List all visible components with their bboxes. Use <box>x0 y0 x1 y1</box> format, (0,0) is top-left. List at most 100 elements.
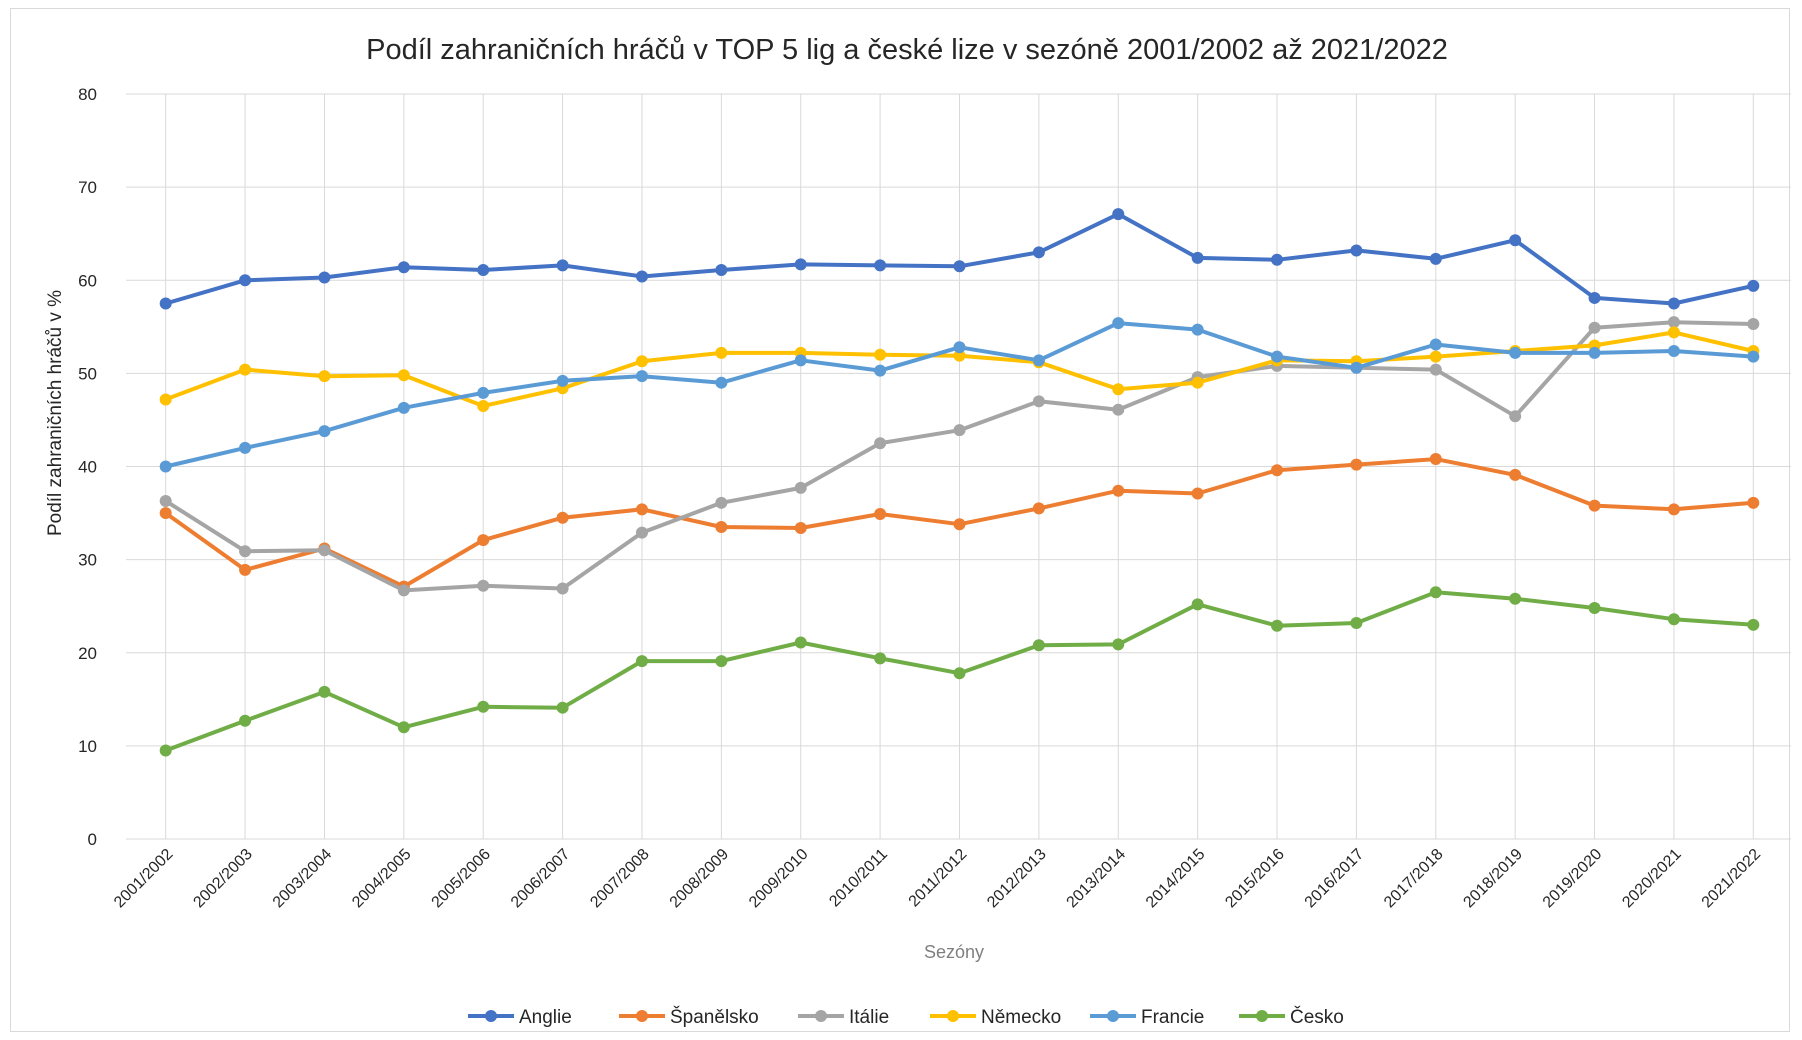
data-point <box>715 376 728 389</box>
data-point <box>556 701 569 714</box>
data-point <box>1747 279 1760 292</box>
x-tick-label: 2015/2016 <box>1222 846 1288 912</box>
data-point <box>159 393 172 406</box>
data-point <box>1271 253 1284 266</box>
data-point <box>1588 321 1601 334</box>
legend-item: Německo <box>930 1007 1061 1028</box>
data-point <box>874 259 887 272</box>
x-tick-label: 2001/2002 <box>111 846 177 912</box>
data-point <box>1112 383 1125 396</box>
data-point <box>1667 345 1680 358</box>
data-point <box>635 355 648 368</box>
data-point <box>239 274 252 287</box>
legend-item: Francie <box>1090 1007 1204 1028</box>
data-point <box>1747 350 1760 363</box>
data-point <box>953 260 966 273</box>
grid <box>126 93 1791 840</box>
data-point <box>318 544 331 557</box>
legend-swatch-marker <box>636 1010 648 1022</box>
x-tick-label: 2009/2010 <box>746 846 812 912</box>
y-tick-label: 60 <box>78 271 97 290</box>
data-point <box>953 667 966 680</box>
data-point <box>397 401 410 414</box>
x-tick-label: 2011/2012 <box>906 846 971 911</box>
data-point <box>874 364 887 377</box>
data-point <box>397 261 410 274</box>
data-point <box>477 386 490 399</box>
data-point <box>397 721 410 734</box>
data-point <box>1667 503 1680 516</box>
data-point <box>1112 317 1125 330</box>
data-point <box>1509 410 1522 423</box>
data-point <box>159 494 172 507</box>
series-lines <box>159 208 1760 757</box>
y-tick-label: 70 <box>78 178 97 197</box>
series-Česko <box>159 586 1760 757</box>
x-tick-label: 2016/2017 <box>1302 846 1368 912</box>
x-tick-label: 2004/2005 <box>349 846 415 912</box>
data-point <box>1429 586 1442 599</box>
legend-swatch-marker <box>815 1010 827 1022</box>
x-tick-label: 2010/2011 <box>826 846 891 911</box>
data-point <box>556 259 569 272</box>
legend-item: Anglie <box>468 1007 572 1028</box>
x-tick-label: 2021/2022 <box>1699 846 1765 912</box>
data-point <box>477 264 490 277</box>
data-point <box>1588 602 1601 615</box>
data-point <box>318 425 331 438</box>
legend-item: Itálie <box>798 1007 889 1028</box>
data-point <box>1112 403 1125 416</box>
y-axis-label: Podíl zahraničních hráčů v % <box>45 290 66 536</box>
data-point <box>1667 326 1680 339</box>
data-point <box>1191 598 1204 611</box>
series-Itálie <box>159 316 1760 597</box>
x-tick-label: 2002/2003 <box>190 846 256 912</box>
data-point <box>1509 592 1522 605</box>
data-point <box>1191 251 1204 264</box>
data-point <box>794 521 807 534</box>
data-point <box>715 521 728 534</box>
x-tick-label: 2006/2007 <box>508 846 574 912</box>
x-tick-label: 2012/2013 <box>984 846 1050 912</box>
data-point <box>1588 499 1601 512</box>
data-point <box>477 700 490 713</box>
data-point <box>1032 395 1045 408</box>
data-point <box>1191 323 1204 336</box>
data-point <box>1429 363 1442 376</box>
data-point <box>1350 616 1363 629</box>
x-tick-label: 2008/2009 <box>667 846 733 912</box>
data-point <box>477 579 490 592</box>
data-point <box>477 399 490 412</box>
data-point <box>1271 350 1284 363</box>
data-point <box>397 369 410 382</box>
data-point <box>159 507 172 520</box>
x-tick-label: 2013/2014 <box>1064 846 1130 912</box>
data-point <box>874 437 887 450</box>
y-tick-label: 80 <box>78 85 97 104</box>
data-point <box>953 341 966 354</box>
data-point <box>239 714 252 727</box>
data-point <box>1112 484 1125 497</box>
data-point <box>1350 458 1363 471</box>
data-point <box>239 545 252 558</box>
data-point <box>953 349 966 362</box>
data-point <box>1667 316 1680 329</box>
data-point <box>635 370 648 383</box>
data-point <box>1112 208 1125 221</box>
y-tick-label: 50 <box>78 364 97 383</box>
data-point <box>953 518 966 531</box>
data-point <box>794 354 807 367</box>
x-tick-label: 2003/2004 <box>270 846 336 912</box>
data-point <box>635 270 648 283</box>
legend-label: Německo <box>981 1007 1061 1028</box>
legend-swatch-marker <box>1107 1010 1119 1022</box>
data-point <box>239 441 252 454</box>
data-point <box>1112 638 1125 651</box>
data-point <box>239 363 252 376</box>
legend-label: Anglie <box>519 1007 572 1028</box>
chart-frame: 0 10 20 30 40 50 60 70 80 2001/2002 2002/2003 2003… <box>10 8 1791 1032</box>
data-point <box>1191 487 1204 500</box>
data-point <box>794 636 807 649</box>
x-tick-label: 2007/2008 <box>587 846 653 912</box>
y-tick-label: 10 <box>78 737 97 756</box>
